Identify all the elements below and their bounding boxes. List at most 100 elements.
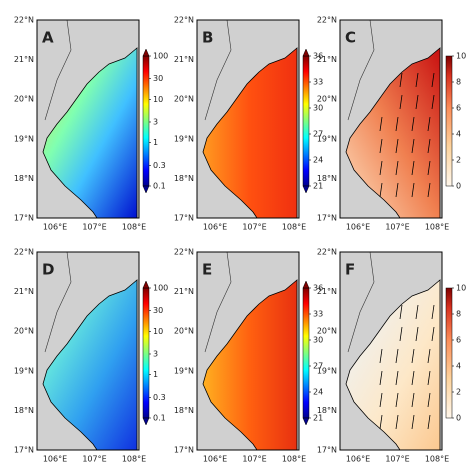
- current-arrow: [427, 414, 431, 430]
- current-arrow: [427, 138, 431, 154]
- current-arrow: [411, 392, 415, 408]
- lat-label: 19°N: [14, 366, 34, 375]
- lat-label: 18°N: [174, 406, 194, 415]
- panel-label: A: [42, 29, 54, 47]
- sea-field: [202, 279, 298, 451]
- colorbar-extend: [302, 417, 310, 426]
- current-arrow: [411, 116, 415, 132]
- colorbar-tick-label: 6: [456, 104, 461, 113]
- current-arrow: [427, 348, 431, 364]
- colorbar-tick-label: 8: [456, 310, 461, 319]
- map-frame: [36, 251, 140, 451]
- colorbar: [142, 55, 150, 187]
- lat-label: 22°N: [174, 16, 194, 25]
- lat-label: 21°N: [14, 287, 34, 296]
- current-arrow: [431, 72, 435, 88]
- current-arrow: [411, 138, 415, 154]
- lat-label: 17°N: [317, 446, 337, 455]
- panel-label: F: [345, 261, 355, 279]
- colorbar-tick-label: 24: [313, 388, 323, 397]
- colorbar-tick-label: 27: [313, 362, 323, 371]
- colorbar: [142, 287, 150, 419]
- lon-label: 106°E: [43, 223, 67, 232]
- colorbar-tick-label: 8: [456, 78, 461, 87]
- current-arrow: [379, 116, 383, 132]
- lat-label: 17°N: [174, 214, 194, 223]
- current-arrow: [379, 414, 383, 430]
- current-arrow: [399, 94, 403, 110]
- lat-label: 22°N: [14, 248, 34, 257]
- colorbar-tick-label: 30: [313, 104, 323, 113]
- lon-label: 108°E: [425, 455, 449, 464]
- colorbar-extend: [142, 185, 150, 194]
- border: [347, 19, 375, 121]
- border: [204, 251, 232, 353]
- sea-field: [42, 279, 138, 451]
- panel-label: D: [42, 261, 54, 279]
- lat-label: 19°N: [317, 134, 337, 143]
- colorbar: [445, 55, 453, 187]
- current-arrow: [395, 348, 399, 364]
- colorbar-tick-label: 2: [456, 388, 461, 397]
- current-arrow: [427, 392, 431, 408]
- lat-label: 22°N: [317, 248, 337, 257]
- lon-label: 106°E: [43, 455, 67, 464]
- current-arrow: [431, 326, 435, 342]
- lon-label: 106°E: [346, 455, 370, 464]
- colorbar-tick-label: 100: [153, 52, 168, 61]
- map-frame: [339, 251, 443, 451]
- lat-label: 21°N: [174, 55, 194, 64]
- current-arrow: [415, 72, 419, 88]
- lon-label: 107°E: [82, 223, 106, 232]
- lat-label: 22°N: [317, 16, 337, 25]
- colorbar-tick-label: 33: [313, 310, 323, 319]
- colorbar-extend: [302, 185, 310, 194]
- colorbar-tick-label: 0.3: [153, 161, 166, 170]
- colorbar-tick-label: 6: [456, 336, 461, 345]
- lon-label: 107°E: [385, 455, 409, 464]
- lon-label: 106°E: [346, 223, 370, 232]
- current-arrow: [395, 160, 399, 176]
- colorbar-extend: [302, 280, 310, 289]
- current-arrow: [415, 94, 419, 110]
- lat-label: 21°N: [317, 287, 337, 296]
- colorbar-extend: [302, 48, 310, 57]
- sea-field: [202, 47, 298, 219]
- current-arrow: [379, 392, 383, 408]
- colorbar: [302, 287, 310, 419]
- lat-label: 19°N: [174, 366, 194, 375]
- panel-label: E: [202, 261, 212, 279]
- colorbar-tick-label: 10: [456, 284, 466, 293]
- lat-label: 17°N: [174, 446, 194, 455]
- lat-label: 22°N: [174, 248, 194, 257]
- lat-label: 19°N: [317, 366, 337, 375]
- current-arrow: [427, 116, 431, 132]
- colorbar-tick-label: 4: [456, 362, 461, 371]
- panel-label: C: [345, 29, 356, 47]
- colorbar-extend: [142, 417, 150, 426]
- current-arrow: [395, 414, 399, 430]
- lon-label: 108°E: [425, 223, 449, 232]
- colorbar-tick-label: 4: [456, 130, 461, 139]
- colorbar-tick-label: 21: [313, 182, 323, 191]
- colorbar-tick-label: 30: [153, 74, 163, 83]
- lat-label: 20°N: [14, 327, 34, 336]
- lat-label: 20°N: [317, 327, 337, 336]
- colorbar-extend: [142, 48, 150, 57]
- colorbar-tick-label: 2: [456, 156, 461, 165]
- colorbar: [445, 287, 453, 419]
- colorbar-tick-label: 10: [153, 95, 163, 104]
- current-arrow: [379, 138, 383, 154]
- panel-label: B: [202, 29, 213, 47]
- current-arrow: [411, 414, 415, 430]
- colorbar-tick-label: 0: [456, 182, 461, 191]
- colorbar-tick-label: 10: [153, 327, 163, 336]
- colorbar-tick-label: 0: [456, 414, 461, 423]
- lat-label: 21°N: [317, 55, 337, 64]
- current-arrow: [395, 182, 399, 198]
- lat-label: 19°N: [174, 134, 194, 143]
- lon-label: 107°E: [385, 223, 409, 232]
- colorbar-tick-label: 3: [153, 349, 158, 358]
- sea-field: [345, 47, 441, 219]
- current-arrow: [415, 326, 419, 342]
